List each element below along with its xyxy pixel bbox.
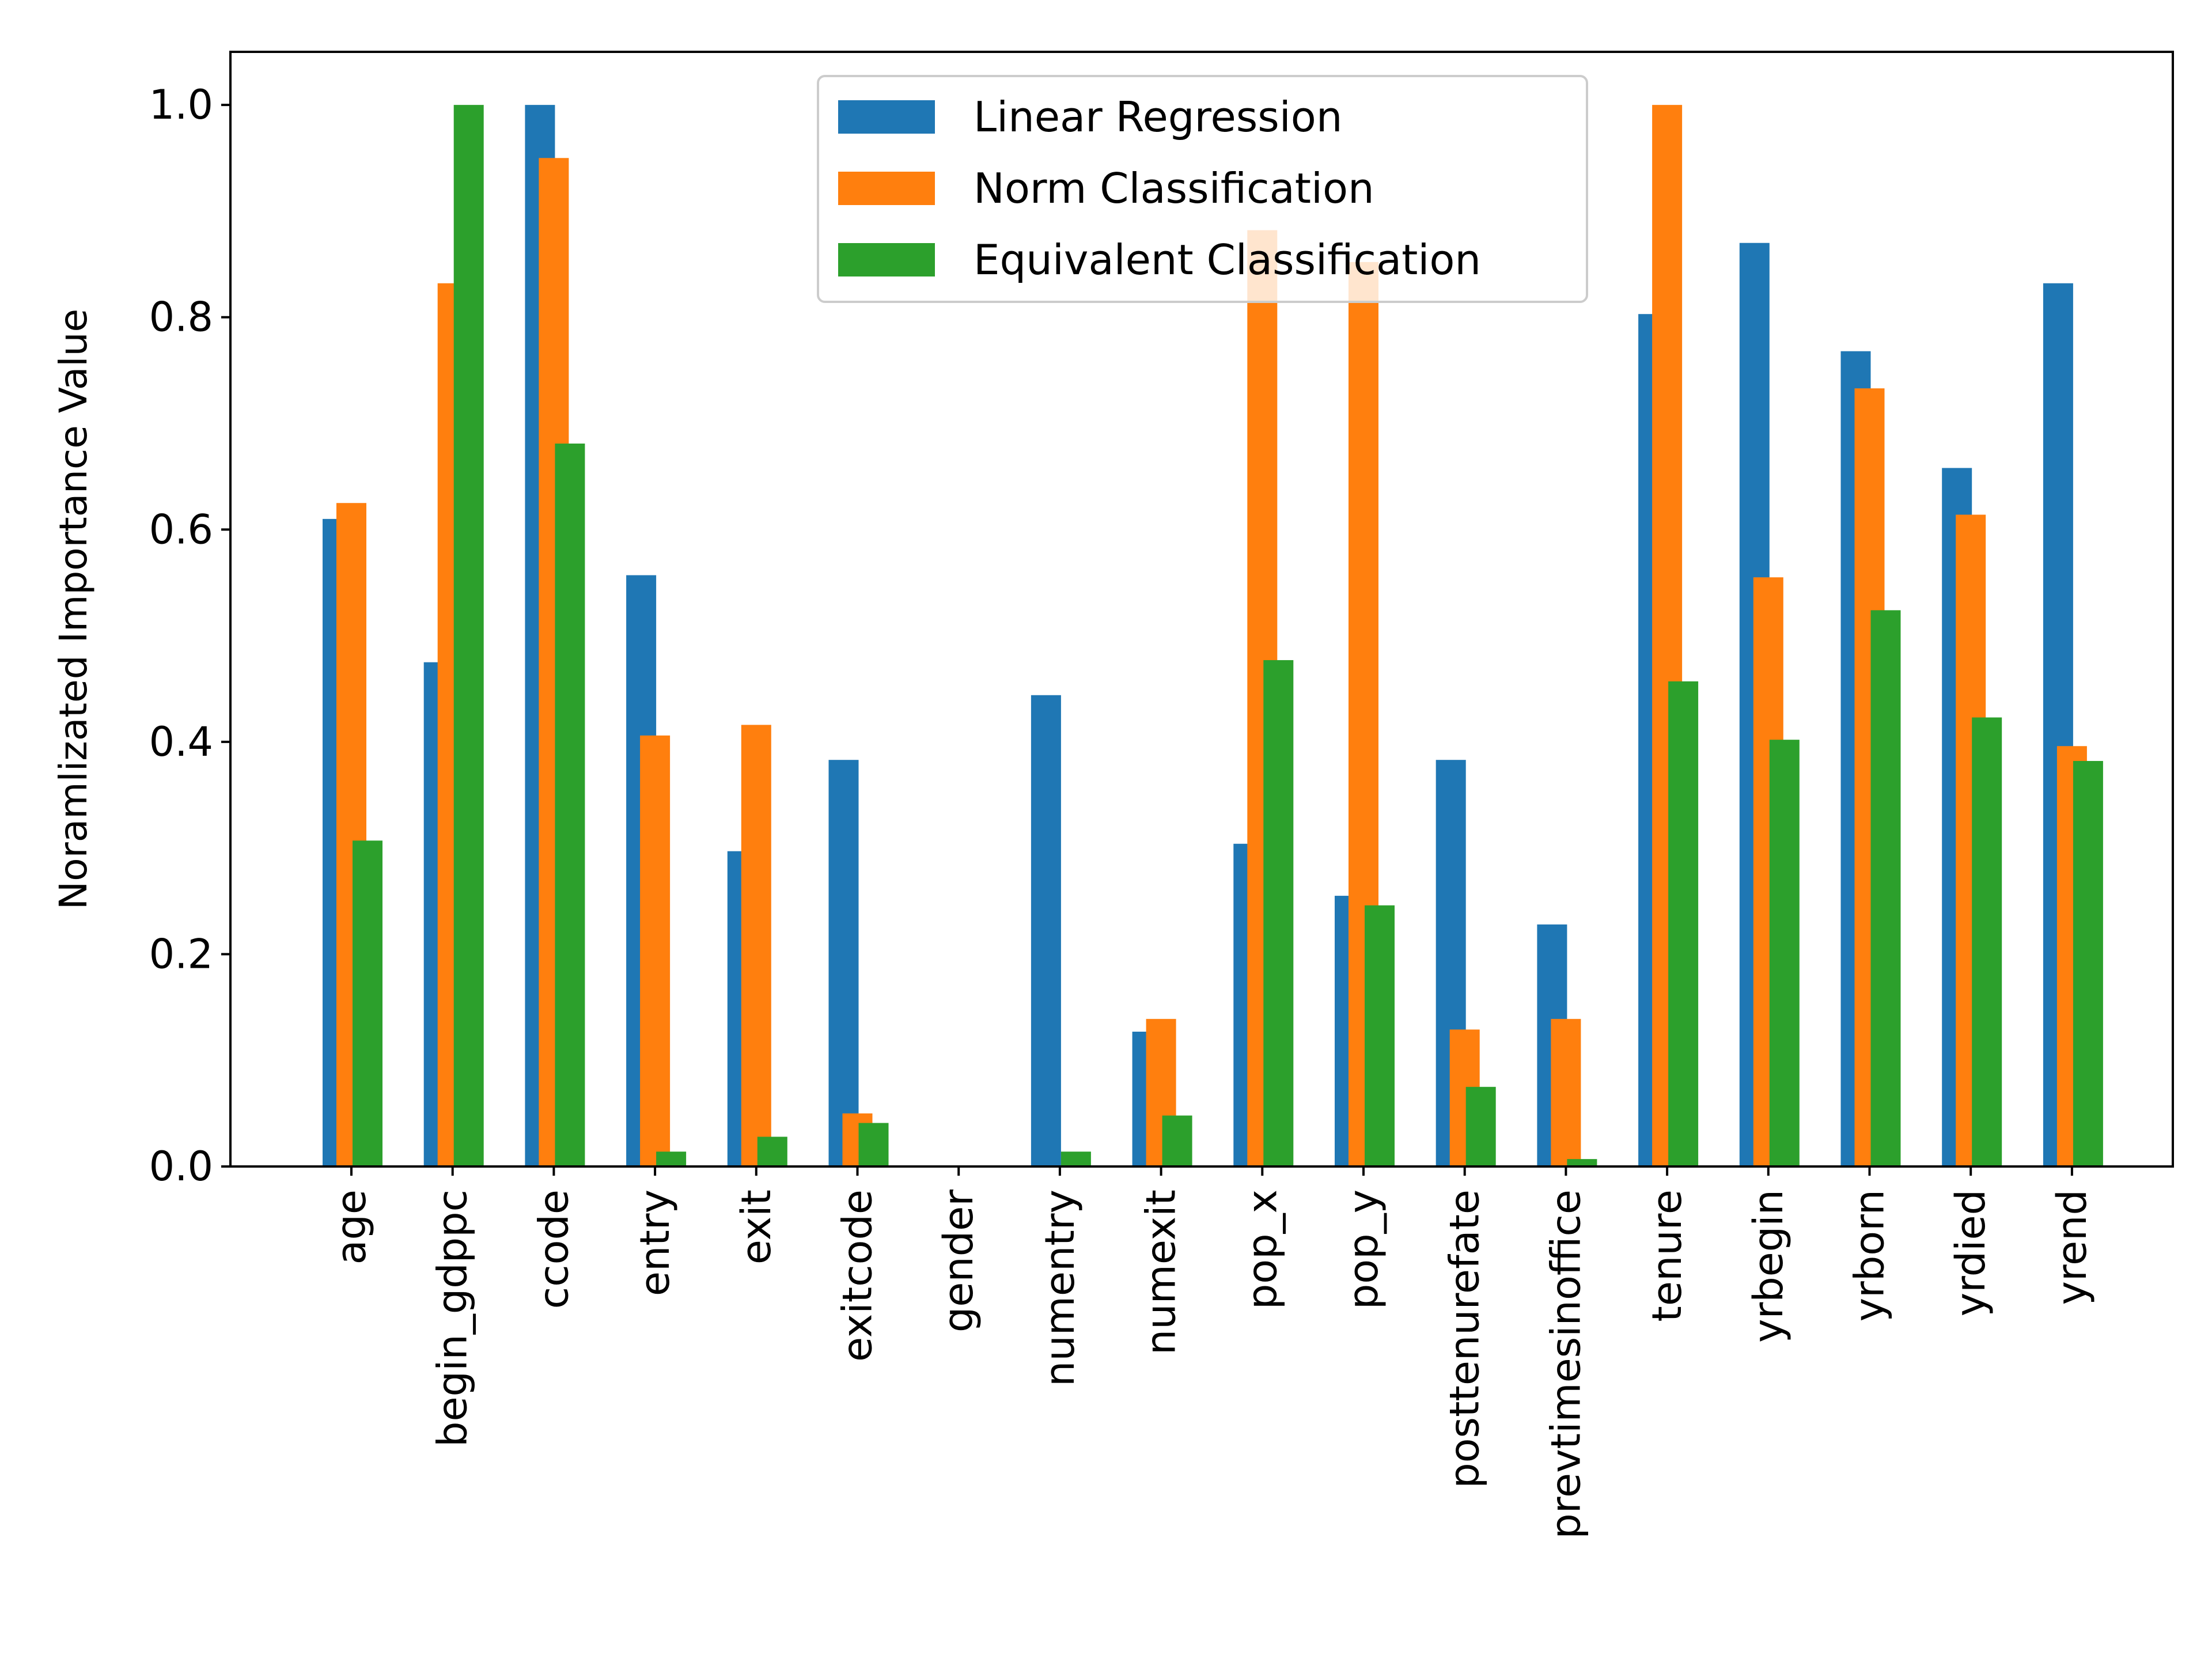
bar-equivalent-classification-yrdied (1972, 717, 2002, 1166)
y-tick-label: 0.8 (149, 294, 213, 341)
bar-equivalent-classification-exitcode (858, 1123, 889, 1166)
x-tick-label-entry: entry (631, 1190, 679, 1296)
bar-equivalent-classification-prevtimesinoffice (1567, 1159, 1597, 1166)
bar-norm-classification-entry (640, 735, 671, 1166)
x-tick-label-begin_gdppc: begin_gdppc (429, 1190, 476, 1447)
x-tick-label-posttenurefate: posttenurefate (1441, 1190, 1488, 1488)
bar-equivalent-classification-yrborn (1870, 610, 1901, 1166)
x-tick-label-age: age (328, 1190, 375, 1264)
x-tick-label-exitcode: exitcode (834, 1190, 881, 1362)
x-tick-label-ccode: ccode (530, 1190, 577, 1309)
legend-label-linear-regression: Linear Regression (974, 93, 1342, 141)
y-axis-label: Noramlizated Importance Value (51, 309, 96, 910)
bar-equivalent-classification-pop_x (1263, 660, 1294, 1166)
legend: Linear Regression Norm Classification Equi… (817, 75, 1588, 303)
bar-equivalent-classification-yrend (2073, 761, 2103, 1166)
x-tick-label-tenure: tenure (1643, 1190, 1691, 1322)
y-tick-label: 0.0 (149, 1143, 213, 1190)
bar-equivalent-classification-numentry (1060, 1152, 1091, 1166)
y-tick-label: 0.4 (149, 718, 213, 766)
bar-equivalent-classification-ccode (555, 444, 585, 1166)
bar-equivalent-classification-pop_y (1365, 905, 1395, 1166)
bar-equivalent-classification-entry (656, 1152, 687, 1166)
x-tick-label-prevtimesinoffice: prevtimesinoffice (1542, 1190, 1589, 1539)
bar-equivalent-classification-posttenurefate (1465, 1086, 1496, 1166)
y-tick-label: 0.2 (149, 930, 213, 978)
legend-swatch-equivalent-classification (838, 243, 935, 276)
x-tick-label-numentry: numentry (1036, 1190, 1084, 1387)
x-tick-label-pop_x: pop_x (1238, 1190, 1286, 1309)
x-tick-label-gender: gender (935, 1190, 982, 1332)
bar-equivalent-classification-begin_gdppc (453, 105, 484, 1167)
y-tick-label: 1.0 (149, 81, 213, 128)
bar-equivalent-classification-yrbegin (1769, 740, 1800, 1166)
x-tick-label-numexit: numexit (1138, 1190, 1185, 1355)
legend-box (817, 75, 1588, 303)
legend-swatch-linear-regression (838, 100, 935, 134)
legend-label-equivalent-classification: Equivalent Classification (974, 236, 1481, 284)
legend-swatch-norm-classification (838, 172, 935, 205)
bar-norm-classification-prevtimesinoffice (1551, 1018, 1581, 1166)
bars-group (323, 105, 2103, 1167)
bar-norm-classification-exit (741, 725, 771, 1166)
bar-equivalent-classification-numexit (1162, 1115, 1192, 1166)
bar-linear-regression-exitcode (828, 760, 859, 1166)
bar-equivalent-classification-exit (757, 1137, 787, 1166)
bar-linear-regression-numentry (1031, 695, 1061, 1166)
x-axis: age begin_gdppc ccode entry exit exitcode gend… (328, 1166, 2096, 1539)
y-tick-label: 0.6 (149, 506, 213, 553)
x-tick-label-exit: exit (733, 1190, 780, 1264)
legend-label-norm-classification: Norm Classification (974, 164, 1374, 213)
plot-frame (229, 51, 2174, 1168)
x-tick-label-yrend: yrend (2048, 1190, 2096, 1305)
bar-equivalent-classification-tenure (1668, 681, 1699, 1166)
bar-equivalent-classification-age (353, 840, 382, 1166)
x-tick-label-yrborn: yrborn (1846, 1190, 1893, 1321)
y-axis: 0.0 0.2 0.4 0.6 0.8 1.0 (149, 81, 230, 1190)
x-tick-label-pop_y: pop_y (1340, 1190, 1387, 1309)
x-tick-label-yrdied: yrdied (1947, 1190, 1994, 1316)
x-tick-label-yrbegin: yrbegin (1745, 1190, 1792, 1343)
